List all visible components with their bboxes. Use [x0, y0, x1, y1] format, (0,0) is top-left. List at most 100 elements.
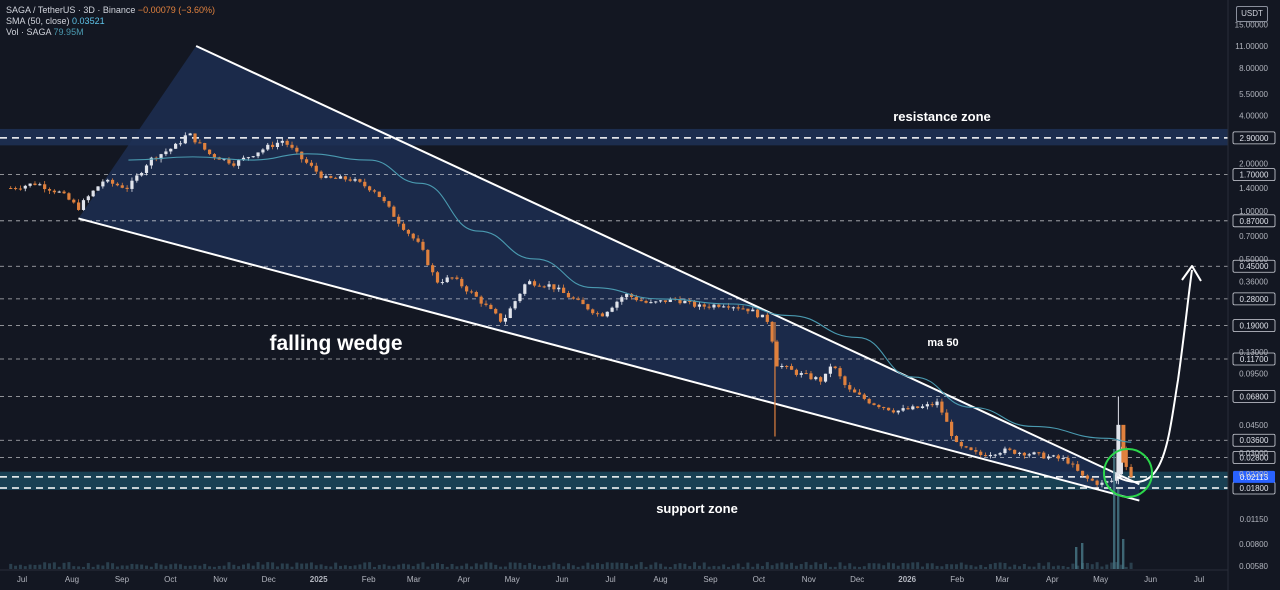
- candle-body: [334, 177, 338, 179]
- volume-bar: [824, 562, 828, 569]
- volume-bar: [1018, 566, 1022, 569]
- volume-bar: [314, 565, 318, 569]
- candle-body: [237, 160, 241, 166]
- candle-body: [707, 306, 711, 308]
- volume-bar: [794, 565, 798, 569]
- y-tick-label: 0.01150: [1240, 515, 1269, 524]
- volume-bar: [707, 566, 711, 569]
- volume-bar: [867, 563, 871, 569]
- volume-bar: [576, 566, 580, 569]
- volume-bar: [81, 566, 85, 569]
- candle-body: [290, 144, 294, 148]
- candle-body: [726, 306, 731, 308]
- candle-body: [838, 368, 842, 377]
- chart-legend: SAGA / TetherUS · 3D · Binance −0.00079 …: [6, 5, 215, 38]
- volume-bar: [125, 565, 129, 569]
- candle-body: [823, 373, 828, 382]
- candle-body: [67, 193, 71, 200]
- volume-bar: [392, 566, 396, 569]
- volume-bar: [1124, 566, 1128, 569]
- candle-body: [120, 185, 124, 188]
- volume-bar: [882, 565, 886, 569]
- x-tick-label: Mar: [995, 575, 1009, 584]
- y-tick-label: 0.04500: [1239, 421, 1268, 430]
- y-tick-label: 1.00000: [1239, 207, 1268, 216]
- volume-bar: [596, 562, 600, 569]
- candle-body: [392, 206, 396, 217]
- x-tick-label: Apr: [1046, 575, 1059, 584]
- volume-bar: [474, 563, 478, 569]
- volume-bar: [862, 566, 866, 569]
- volume-bar: [605, 562, 609, 569]
- breakout-circle: [1103, 448, 1153, 498]
- candle-body: [474, 291, 478, 297]
- x-tick-label: Jul: [1194, 575, 1204, 584]
- candle-body: [1114, 474, 1119, 481]
- level-lines: [0, 137, 1228, 489]
- volume-bar: [465, 563, 469, 569]
- candle-body: [28, 183, 32, 186]
- level-label-box: [1232, 433, 1276, 447]
- candle-body: [925, 404, 929, 407]
- volume-bar: [964, 564, 968, 569]
- candle-body: [241, 157, 246, 161]
- candle-body: [72, 199, 76, 203]
- volume-bar: [537, 565, 541, 569]
- candle-body: [814, 377, 818, 380]
- candle-body: [872, 403, 876, 405]
- volume-bar: [339, 565, 343, 569]
- volume-bar: [896, 565, 900, 569]
- volume-bar: [280, 563, 284, 569]
- y-tick-label: 0.03000: [1239, 449, 1268, 458]
- volume-bar: [421, 562, 425, 569]
- candle-body: [81, 200, 86, 210]
- volume-bar: [552, 562, 556, 569]
- volume-bar: [198, 565, 202, 569]
- volume-bar: [1129, 562, 1133, 569]
- level-label-box: [1232, 214, 1276, 228]
- volume-bar: [232, 564, 236, 569]
- pump-candle: [1121, 424, 1126, 463]
- candle-body: [426, 249, 430, 266]
- level-label: 0.45000: [1240, 262, 1269, 271]
- volume-bar: [62, 562, 66, 569]
- volume-bar: [348, 566, 352, 569]
- candle-body: [140, 172, 144, 176]
- volume-bar: [663, 566, 667, 569]
- volume-bar: [484, 562, 488, 569]
- x-tick-label: Jul: [17, 575, 27, 584]
- volume-bar: [57, 566, 61, 569]
- level-label: 2.90000: [1240, 134, 1269, 143]
- y-tick-label: 4.00000: [1239, 112, 1268, 121]
- y-tick-label: 0.50000: [1239, 255, 1268, 264]
- level-label-box: [1232, 131, 1276, 145]
- volume-bar: [1095, 562, 1099, 569]
- candle-body: [57, 191, 61, 193]
- candle-body: [411, 233, 415, 239]
- volume-bar: [271, 562, 275, 569]
- volume-bar: [203, 563, 207, 569]
- candle-body: [862, 394, 866, 399]
- candle-body: [33, 183, 37, 186]
- candle-body: [1003, 448, 1007, 454]
- level-label-box: [1232, 259, 1276, 273]
- candle-body: [431, 265, 435, 273]
- currency-button[interactable]: USDT: [1236, 6, 1268, 22]
- candle-body: [1080, 470, 1085, 476]
- level-label-box: [1232, 352, 1276, 366]
- candle-body: [983, 455, 988, 457]
- candle-body: [1017, 452, 1022, 454]
- candle-body: [1071, 463, 1075, 465]
- candle-body: [542, 286, 546, 288]
- candle-body: [314, 165, 318, 172]
- legend-change: −0.00079 (−3.60%): [137, 5, 215, 15]
- candle-body: [1095, 480, 1099, 485]
- candle-body: [319, 171, 323, 178]
- volume-bar: [838, 562, 842, 569]
- candles: [9, 132, 1133, 488]
- volume-bar: [954, 564, 958, 569]
- candle-body: [435, 272, 440, 283]
- candle-body: [1061, 457, 1065, 459]
- candle-body: [1013, 449, 1017, 454]
